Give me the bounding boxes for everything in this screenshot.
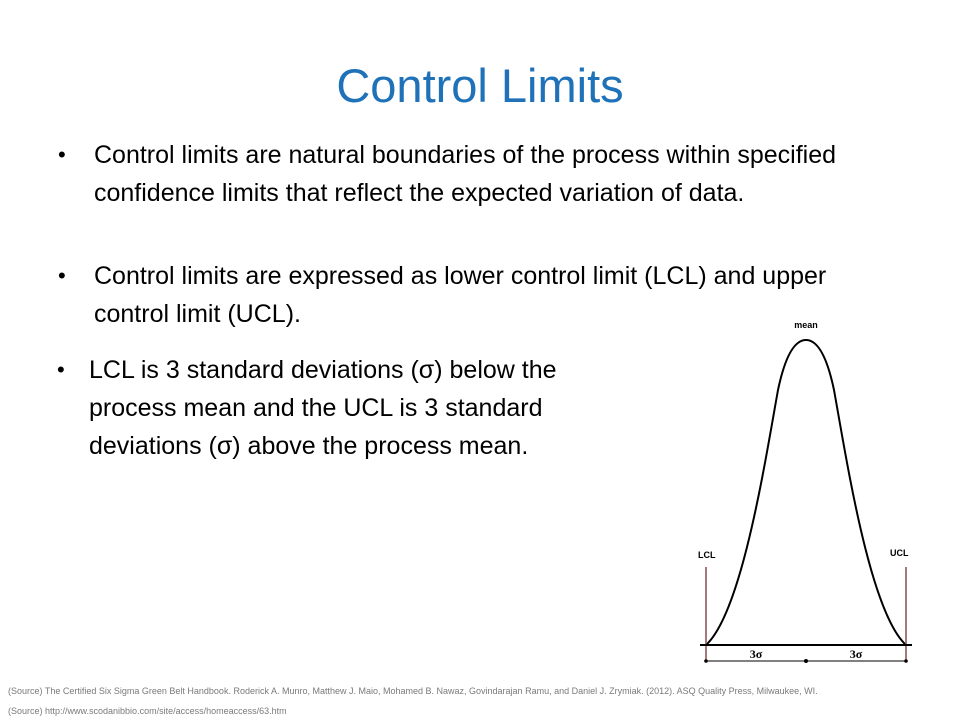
- bullet-glyph: •: [57, 357, 65, 382]
- bullet-text: Control limits are expressed as lower co…: [94, 262, 827, 328]
- slide-title: Control Limits: [336, 59, 624, 112]
- mean-marker: [804, 659, 808, 663]
- left-sigma-label: 3σ: [750, 647, 763, 661]
- right-sigma-label: 3σ: [850, 647, 863, 661]
- bullet-three-sigma: • LCL is 3 standard deviations (σ) below…: [57, 351, 649, 465]
- source-citation-book: (Source) The Certified Six Sigma Green B…: [8, 686, 818, 696]
- lcl-label: LCL: [698, 550, 716, 560]
- bell-curve-diagram: mean LCL UCL 3σ 3σ: [698, 320, 912, 663]
- source-citation-url: (Source) http://www.scodanibbio.com/site…: [8, 706, 287, 716]
- bullet-glyph: •: [58, 142, 66, 167]
- ucl-label: UCL: [890, 548, 909, 558]
- bullet-control-limits-definition: • Control limits are natural boundaries …: [58, 136, 904, 212]
- mean-label: mean: [794, 320, 818, 330]
- normal-distribution-figure: mean LCL UCL 3σ 3σ: [690, 312, 930, 672]
- lcl-marker: [704, 659, 708, 663]
- bullet-text: LCL is 3 standard deviations (σ) below t…: [89, 356, 557, 460]
- bullet-text: Control limits are natural boundaries of…: [94, 141, 837, 207]
- bullet-lcl-ucl: • Control limits are expressed as lower …: [58, 257, 904, 333]
- bell-curve: [705, 338, 907, 646]
- ucl-marker: [904, 659, 908, 663]
- bullet-glyph: •: [58, 263, 66, 288]
